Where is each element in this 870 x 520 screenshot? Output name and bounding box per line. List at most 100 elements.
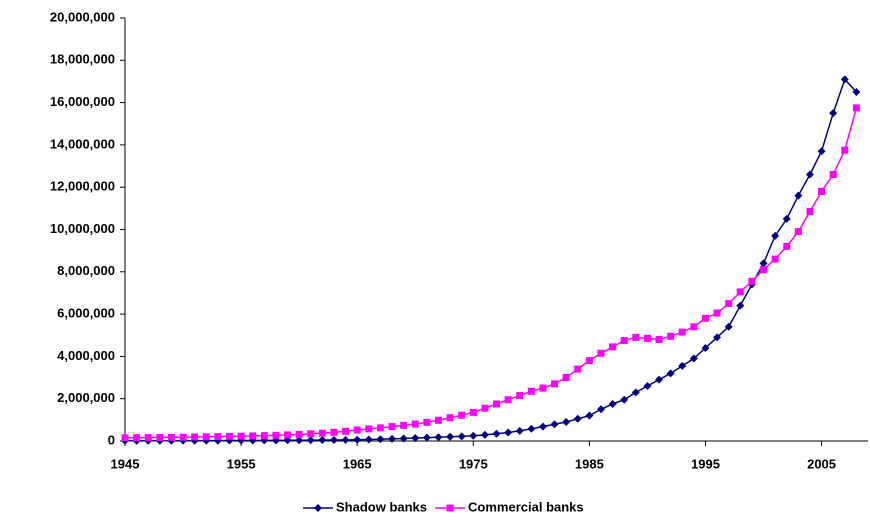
marker (480, 430, 489, 439)
marker (597, 349, 605, 357)
marker (538, 422, 547, 431)
marker (504, 396, 512, 404)
marker (133, 434, 141, 442)
marker (701, 343, 710, 352)
marker (666, 369, 675, 378)
marker (144, 434, 152, 442)
x-tick-label: 1985 (575, 456, 604, 471)
marker (841, 146, 849, 154)
marker (608, 399, 617, 408)
marker (492, 429, 501, 438)
marker (783, 242, 791, 250)
marker (330, 428, 338, 436)
marker (365, 425, 373, 433)
y-tick-label: 8,000,000 (57, 263, 115, 278)
marker (631, 388, 640, 397)
marker (515, 426, 524, 435)
marker (179, 433, 187, 441)
marker (805, 170, 814, 179)
y-tick-label: 2,000,000 (57, 390, 115, 405)
marker (388, 423, 396, 431)
marker (771, 255, 779, 263)
marker (342, 427, 350, 435)
marker (701, 314, 709, 322)
marker (724, 322, 733, 331)
marker (295, 430, 303, 438)
marker (550, 420, 559, 429)
marker (713, 333, 722, 342)
marker (806, 208, 814, 216)
marker (376, 435, 385, 444)
marker (551, 380, 559, 388)
marker (376, 424, 384, 432)
marker (422, 433, 431, 442)
marker (678, 361, 687, 370)
marker (585, 357, 593, 365)
marker (306, 436, 315, 445)
marker (272, 431, 280, 439)
legend-marker (314, 504, 322, 512)
marker (829, 171, 837, 179)
marker (260, 432, 268, 440)
legend-marker (446, 504, 454, 512)
legend-label: Commercial banks (468, 499, 584, 514)
x-tick-label: 1965 (343, 456, 372, 471)
marker (156, 434, 164, 442)
marker (771, 231, 780, 240)
y-tick-label: 12,000,000 (50, 179, 115, 194)
marker (214, 433, 222, 441)
y-tick-label: 6,000,000 (57, 306, 115, 321)
marker (318, 436, 327, 445)
marker (423, 418, 431, 426)
marker (411, 434, 420, 443)
marker (596, 405, 605, 414)
marker (655, 335, 663, 343)
marker (573, 414, 582, 423)
marker (818, 187, 826, 195)
marker (329, 435, 338, 444)
marker (399, 434, 408, 443)
marker (643, 382, 652, 391)
marker (574, 365, 582, 373)
marker (527, 387, 535, 395)
marker (516, 392, 524, 400)
marker (655, 375, 664, 384)
y-tick-label: 0 (108, 432, 115, 447)
marker (840, 75, 849, 84)
series-line (124, 77, 857, 442)
marker (318, 429, 326, 437)
marker (446, 414, 454, 422)
y-tick-label: 16,000,000 (50, 94, 115, 109)
marker (643, 334, 651, 342)
y-tick-label: 14,000,000 (50, 136, 115, 151)
marker (713, 309, 721, 317)
marker (237, 432, 245, 440)
marker (782, 214, 791, 223)
marker (794, 228, 802, 236)
marker (794, 191, 803, 200)
y-tick-label: 10,000,000 (50, 221, 115, 236)
marker (121, 434, 129, 442)
marker (678, 328, 686, 336)
marker (493, 400, 500, 408)
marker (364, 435, 373, 444)
marker (341, 435, 350, 444)
marker (725, 300, 733, 308)
marker (817, 147, 826, 156)
x-tick-label: 2005 (807, 456, 836, 471)
legend-label: Shadow banks (336, 499, 427, 514)
marker (667, 332, 675, 340)
marker (353, 435, 362, 444)
y-tick-label: 4,000,000 (57, 348, 115, 363)
y-tick-label: 20,000,000 (50, 9, 115, 24)
marker (307, 430, 315, 438)
marker (469, 408, 477, 416)
marker (353, 426, 361, 434)
marker (504, 428, 513, 437)
marker (284, 431, 292, 439)
marker (434, 433, 443, 442)
marker (852, 88, 861, 97)
marker (759, 259, 768, 268)
